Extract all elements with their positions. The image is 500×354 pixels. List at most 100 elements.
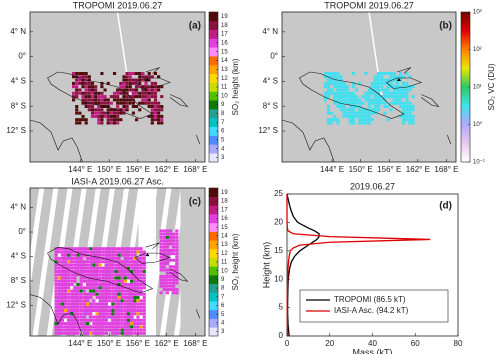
plume-pixel: [106, 108, 110, 112]
plume-pixel: [98, 273, 102, 277]
plume-pixel: [81, 118, 85, 122]
plume-pixel: [402, 85, 406, 89]
colorbar-step: [209, 240, 218, 250]
plume-pixel: [63, 269, 68, 273]
plume-pixel: [367, 105, 371, 108]
plume-pixel: [160, 85, 164, 89]
plume-pixel: [402, 101, 406, 105]
plume-pixel: [76, 286, 80, 290]
plume-pixel: [361, 118, 365, 122]
plume-pixel: [342, 95, 346, 99]
plume-pixel: [57, 276, 61, 280]
plume-pixel: [175, 232, 179, 236]
plume-pixel: [70, 260, 74, 264]
plume-pixel: [355, 111, 359, 115]
plume-pixel: [123, 305, 127, 309]
plume-pixel: [392, 101, 396, 105]
plume-pixel: [117, 331, 121, 335]
plume-pixel: [90, 111, 95, 115]
plume-pixel: [81, 72, 85, 75]
plume-pixel: [117, 302, 121, 306]
plume-pixel: [389, 78, 393, 82]
plume-pixel: [73, 305, 77, 309]
plume-pixel: [92, 263, 96, 267]
plume-pixel: [60, 305, 64, 309]
plume-pixel: [70, 292, 74, 296]
plume-pixel: [89, 289, 93, 293]
colorbar-tick-label: 17: [221, 32, 228, 38]
plume-pixel: [70, 279, 74, 283]
plume-pixel: [142, 273, 146, 277]
plume-pixel: [126, 309, 131, 313]
plume-pixel: [136, 269, 140, 273]
plume-pixel: [111, 266, 115, 270]
plume-pixel: [86, 331, 90, 335]
plume-pixel: [383, 88, 387, 92]
plume-pixel: [131, 105, 135, 108]
plume-pixel: [79, 266, 83, 270]
plume-pixel: [117, 312, 121, 316]
plume-pixel: [133, 328, 137, 332]
plume-pixel: [150, 114, 154, 118]
plume-pixel: [342, 114, 346, 118]
plume-pixel: [175, 262, 179, 265]
colorbar-step: [209, 292, 218, 302]
plume-pixel: [380, 98, 384, 102]
plume-pixel: [97, 111, 101, 115]
plume-pixel: [351, 111, 356, 115]
colorbar-step: [209, 82, 218, 92]
x-tick-label: 0: [285, 339, 290, 348]
plume-pixel: [72, 98, 76, 102]
x-tick-label: 144° E: [68, 339, 92, 348]
colorbar-step: [209, 38, 218, 48]
plume-pixel: [125, 95, 129, 99]
coastline: [299, 71, 405, 119]
plume-pixel: [57, 322, 61, 326]
plume-pixel: [54, 273, 58, 277]
plume-pixel: [144, 81, 148, 85]
plume-pixel: [60, 260, 64, 264]
plume-pixel: [389, 72, 393, 75]
plume-pixel: [119, 85, 123, 89]
plume-pixel: [82, 328, 86, 332]
plume-pixel: [153, 88, 158, 92]
plume-pixel: [348, 118, 352, 122]
coastline: [386, 77, 423, 89]
plume-pixel: [351, 118, 356, 122]
plume-pixel: [89, 309, 93, 313]
plume-pixel: [128, 85, 132, 89]
plume-pixel: [82, 263, 86, 267]
plume-pixel: [98, 322, 102, 326]
plume-pixel: [79, 312, 83, 316]
plume-pixel: [82, 322, 86, 326]
plume-pixel: [126, 266, 131, 270]
y-tick-label: 20: [274, 218, 283, 227]
plume-pixel: [54, 299, 58, 303]
coastline: [145, 67, 160, 74]
plume-pixel: [165, 281, 169, 285]
plume-pixel: [94, 101, 98, 105]
plume-pixel: [101, 315, 105, 319]
plume-pixel: [120, 260, 124, 264]
colorbar-tick-label: 12: [221, 251, 228, 257]
plume-pixel: [76, 256, 80, 260]
plume-pixel: [345, 101, 349, 105]
plume-pixel: [117, 279, 121, 283]
plume-pixel: [54, 276, 58, 280]
plume-pixel: [84, 88, 88, 92]
plume-pixel: [57, 286, 61, 290]
plume-pixel: [122, 85, 126, 89]
plume-pixel: [60, 247, 64, 251]
plume-pixel: [136, 292, 140, 296]
plume-pixel: [126, 328, 131, 332]
plume-pixel: [153, 98, 158, 102]
plume-pixel: [367, 108, 371, 112]
coastline: [421, 94, 440, 107]
plume-pixel: [100, 118, 104, 122]
plume-pixel: [383, 95, 387, 99]
plume-pixel: [330, 118, 334, 122]
plume-pixel: [130, 276, 134, 280]
plume-pixel: [81, 75, 85, 79]
coastline: [145, 242, 160, 249]
plume-pixel: [136, 283, 140, 286]
